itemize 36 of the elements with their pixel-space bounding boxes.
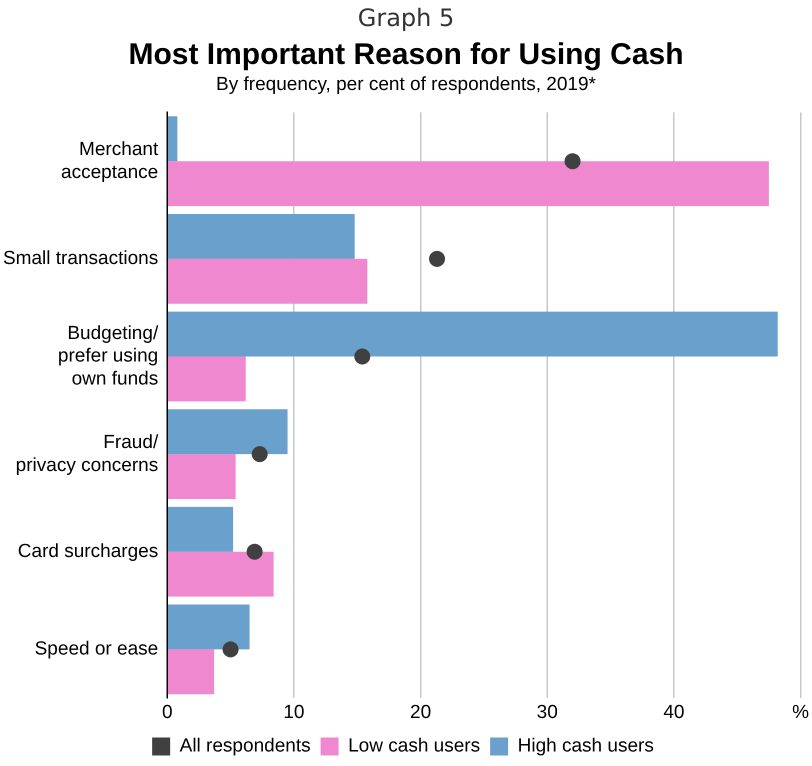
point	[222, 641, 239, 658]
bar	[168, 604, 250, 650]
bar	[168, 552, 274, 597]
point	[354, 348, 370, 364]
legend-label: High cash users	[518, 736, 654, 757]
caption: Graph 5	[356, 3, 456, 34]
point	[246, 544, 263, 560]
bar	[168, 454, 236, 500]
chart-subtitle: By frequency, per cent of respondents, 2019*	[215, 74, 597, 97]
point	[564, 153, 581, 170]
y-tick-label: Card surcharges	[18, 540, 158, 562]
bar	[168, 506, 234, 552]
bar	[168, 649, 214, 694]
point	[429, 250, 446, 267]
x-tick-label: 10	[283, 702, 304, 723]
bar	[168, 214, 355, 259]
bar	[168, 161, 769, 206]
y-tick-label: Budgeting/ prefer using own funds	[58, 322, 159, 390]
bar	[168, 312, 778, 356]
bar	[168, 258, 368, 304]
y-tick-label: Small transactions	[2, 248, 158, 270]
x-tick-label: 20	[410, 702, 432, 723]
chart-title: Most Important Reason for Using Cash	[127, 38, 685, 73]
legend-label: Low cash users	[348, 736, 480, 757]
x-tick-label: 40	[663, 702, 684, 723]
bar	[168, 116, 178, 162]
bar	[168, 356, 246, 402]
y-tick-label: Merchant acceptance	[61, 139, 159, 183]
x-tick-label: 0	[162, 702, 173, 723]
x-tick-label: %	[792, 702, 810, 723]
bar	[168, 409, 288, 454]
x-tick-label: 30	[536, 702, 558, 723]
y-tick-label: Speed or ease	[34, 638, 158, 660]
point	[252, 446, 268, 462]
y-tick-label: Fraud/ privacy concerns	[16, 432, 159, 476]
legend-label: All respondents	[180, 736, 311, 757]
